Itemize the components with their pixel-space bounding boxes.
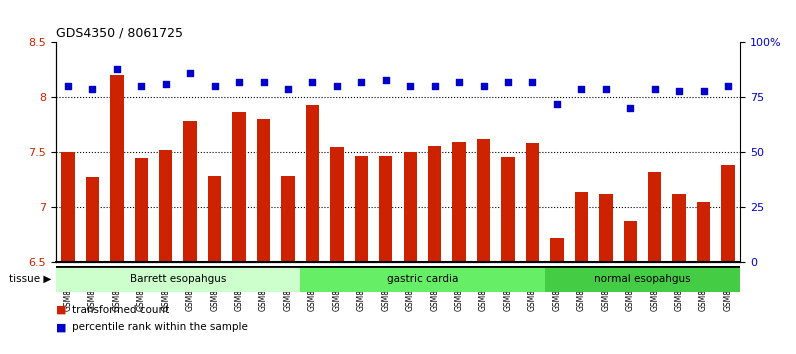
Point bbox=[135, 84, 148, 89]
Point bbox=[159, 81, 172, 87]
Point bbox=[478, 84, 490, 89]
Point bbox=[575, 86, 587, 91]
Point bbox=[380, 77, 392, 82]
Point bbox=[257, 79, 270, 85]
Bar bbox=[544, 266, 740, 292]
Point bbox=[453, 79, 466, 85]
Point bbox=[599, 86, 612, 91]
Bar bbox=[404, 152, 417, 354]
Bar bbox=[721, 165, 735, 354]
Point bbox=[624, 105, 637, 111]
Bar bbox=[477, 139, 490, 354]
Text: transformed count: transformed count bbox=[72, 305, 169, 315]
Bar bbox=[550, 238, 564, 354]
Bar bbox=[599, 194, 613, 354]
Bar bbox=[501, 156, 515, 354]
Text: normal esopahgus: normal esopahgus bbox=[594, 274, 691, 284]
Point bbox=[501, 79, 514, 85]
Point bbox=[184, 70, 197, 76]
Point bbox=[428, 84, 441, 89]
Bar bbox=[452, 142, 466, 354]
Point bbox=[648, 86, 661, 91]
Bar bbox=[623, 221, 637, 354]
Bar bbox=[281, 176, 295, 354]
Point bbox=[404, 84, 416, 89]
Bar bbox=[86, 177, 100, 354]
Bar bbox=[300, 266, 544, 292]
Bar bbox=[696, 202, 710, 354]
Point bbox=[526, 79, 539, 85]
Point bbox=[330, 84, 343, 89]
Text: gastric cardia: gastric cardia bbox=[387, 274, 458, 284]
Point bbox=[86, 86, 99, 91]
Text: ■: ■ bbox=[56, 305, 66, 315]
Bar bbox=[61, 152, 75, 354]
Point bbox=[111, 66, 123, 72]
Bar bbox=[110, 75, 123, 354]
Point bbox=[551, 101, 564, 107]
Text: GDS4350 / 8061725: GDS4350 / 8061725 bbox=[56, 27, 183, 40]
Bar bbox=[673, 194, 686, 354]
Point bbox=[282, 86, 295, 91]
Bar bbox=[648, 172, 661, 354]
Bar bbox=[330, 147, 344, 354]
Point bbox=[232, 79, 245, 85]
Bar bbox=[575, 192, 588, 354]
Point bbox=[306, 79, 318, 85]
Bar bbox=[232, 112, 246, 354]
Bar bbox=[306, 105, 319, 354]
Bar bbox=[208, 176, 221, 354]
Point bbox=[355, 79, 368, 85]
Bar bbox=[56, 266, 300, 292]
Bar bbox=[354, 155, 368, 354]
Bar bbox=[135, 158, 148, 354]
Text: ■: ■ bbox=[56, 322, 66, 332]
Point bbox=[722, 84, 735, 89]
Bar bbox=[159, 150, 173, 354]
Bar bbox=[257, 119, 271, 354]
Bar bbox=[525, 143, 539, 354]
Bar bbox=[183, 121, 197, 354]
Text: percentile rank within the sample: percentile rank within the sample bbox=[72, 322, 248, 332]
Point bbox=[209, 84, 221, 89]
Point bbox=[697, 88, 710, 93]
Bar bbox=[428, 145, 442, 354]
Point bbox=[61, 84, 74, 89]
Text: tissue ▶: tissue ▶ bbox=[10, 274, 52, 284]
Bar bbox=[379, 155, 392, 354]
Point bbox=[673, 88, 685, 93]
Text: Barrett esopahgus: Barrett esopahgus bbox=[130, 274, 226, 284]
